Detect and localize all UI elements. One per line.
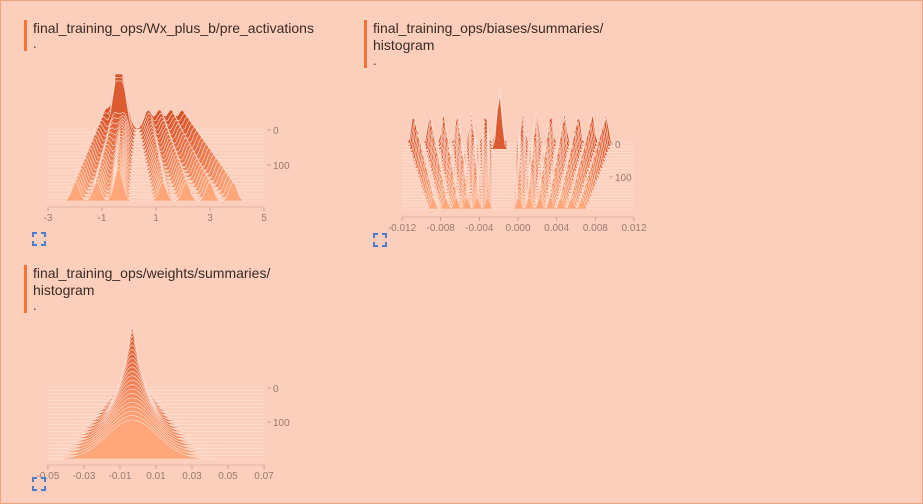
card-title-text: final_training_ops/weights/summaries/ hi… bbox=[33, 265, 271, 298]
histogram-slice bbox=[48, 168, 264, 202]
x-tick-label: -0.004 bbox=[465, 223, 494, 234]
y-tick-label: 100 bbox=[273, 418, 290, 429]
histogram-slice bbox=[47, 348, 265, 405]
expand-button[interactable] bbox=[32, 232, 46, 246]
x-tick-label: 0.004 bbox=[544, 223, 569, 234]
histogram-card-biases: final_training_ops/biases/summaries/ his… bbox=[341, 1, 681, 251]
x-tick-label: -0.008 bbox=[426, 223, 455, 234]
card-title: final_training_ops/biases/summaries/ his… bbox=[364, 20, 673, 68]
histogram-slice bbox=[47, 335, 265, 395]
card-title: final_training_ops/Wx_plus_b/pre_activat… bbox=[24, 20, 333, 51]
histogram-chart: -3 -1 1 3 5 0 100 bbox=[44, 73, 290, 224]
histogram-slice bbox=[47, 330, 265, 391]
fullscreen-icon bbox=[32, 232, 46, 246]
x-tick-label: 0.000 bbox=[505, 223, 530, 234]
histogram-slice bbox=[47, 120, 265, 150]
x-tick-label: 0.01 bbox=[146, 471, 166, 482]
card-title-text: final_training_ops/biases/summaries/ his… bbox=[373, 20, 604, 53]
histogram-chart: -0.012 -0.008 -0.004 0.000 0.004 0.008 0.012 0 1… bbox=[388, 89, 647, 234]
card-title-dot: . bbox=[373, 53, 377, 68]
y-tick-label: 0 bbox=[273, 126, 279, 137]
fullscreen-icon bbox=[373, 233, 387, 247]
x-tick-label: 0.07 bbox=[254, 471, 274, 482]
histogram-slice bbox=[47, 80, 265, 137]
histogram-slice bbox=[47, 353, 265, 408]
x-tick-label: 0.03 bbox=[182, 471, 202, 482]
histogram-slice bbox=[47, 77, 265, 133]
histogram-slice bbox=[401, 159, 635, 182]
card-title: final_training_ops/weights/summaries/ hi… bbox=[24, 265, 333, 313]
x-tick-label: -0.05 bbox=[37, 471, 60, 482]
expand-button[interactable] bbox=[32, 477, 46, 491]
histogram-chart: -0.05 -0.03 -0.01 0.01 0.03 0.05 0.07 0 100 bbox=[37, 327, 290, 482]
histogram-slice bbox=[47, 126, 265, 157]
x-tick-label: 0.012 bbox=[621, 223, 646, 234]
histogram-slice bbox=[47, 339, 265, 398]
x-tick-label: -0.03 bbox=[73, 471, 96, 482]
card-title-text: final_training_ops/Wx_plus_b/pre_activat… bbox=[33, 20, 314, 36]
histogram-slice bbox=[47, 419, 264, 460]
x-tick-label: -1 bbox=[98, 213, 107, 224]
x-tick-label: 0.008 bbox=[583, 223, 608, 234]
histogram-slice bbox=[48, 73, 264, 130]
histogram-slice bbox=[401, 92, 635, 147]
x-tick-label: 5 bbox=[261, 213, 267, 224]
y-tick-label: 100 bbox=[273, 161, 290, 172]
x-tick-label: 0.05 bbox=[218, 471, 238, 482]
histogram-slice bbox=[47, 344, 265, 402]
x-tick-label: -0.01 bbox=[109, 471, 132, 482]
x-tick-label: 1 bbox=[153, 213, 159, 224]
histogram-slice bbox=[402, 89, 634, 144]
card-title-dot: . bbox=[33, 36, 37, 51]
histogram-slice bbox=[47, 362, 265, 415]
histogram-slices bbox=[47, 327, 265, 460]
expand-button[interactable] bbox=[373, 233, 387, 247]
x-tick-label: -3 bbox=[44, 213, 53, 224]
histogram-slice bbox=[48, 123, 264, 154]
y-tick-label: 0 bbox=[273, 384, 279, 395]
x-tick-label: -0.012 bbox=[388, 223, 417, 234]
histogram-slice bbox=[48, 327, 264, 388]
histogram-card-weights: final_training_ops/weights/summaries/ hi… bbox=[1, 246, 341, 501]
histogram-slice bbox=[402, 194, 634, 210]
histogram-slices bbox=[401, 89, 635, 210]
x-tick-label: 3 bbox=[207, 213, 213, 224]
histogram-card-pre-activations: final_training_ops/Wx_plus_b/pre_activat… bbox=[1, 1, 341, 251]
y-tick-label: 0 bbox=[615, 140, 621, 151]
y-tick-label: 100 bbox=[615, 173, 632, 184]
histogram-slice bbox=[47, 366, 265, 419]
histogram-slice bbox=[48, 357, 264, 412]
fullscreen-icon bbox=[32, 477, 46, 491]
histogram-slices bbox=[47, 73, 265, 202]
card-title-dot: . bbox=[33, 298, 37, 313]
